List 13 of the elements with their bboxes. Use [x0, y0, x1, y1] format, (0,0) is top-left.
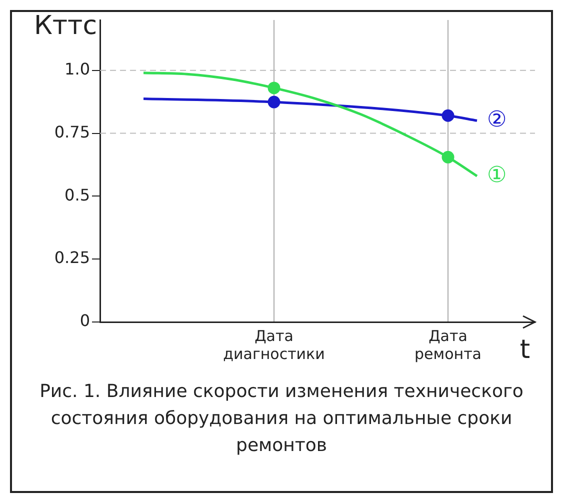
y-tick-label: 0.25 — [54, 248, 90, 268]
y-tick-label: 0.5 — [64, 185, 90, 204]
x-axis-title: t — [520, 334, 530, 365]
x-tick-label: Дата диагностики — [223, 326, 325, 363]
line-series — [142, 72, 478, 178]
y-tick-label: 0 — [80, 311, 90, 330]
y-tick-label: 1.0 — [64, 59, 90, 78]
series-label: ② — [487, 107, 507, 132]
series-label: ① — [487, 162, 507, 188]
y-axis-title: Кттс — [34, 10, 97, 41]
x-tick-label: Дата ремонта — [414, 326, 482, 363]
y-tick-label: 0.75 — [54, 122, 90, 142]
text: Рис. 1. Влияние скорости изменения технического состояния оборудования на оптимальные сроки ремонтов — [38, 380, 524, 458]
